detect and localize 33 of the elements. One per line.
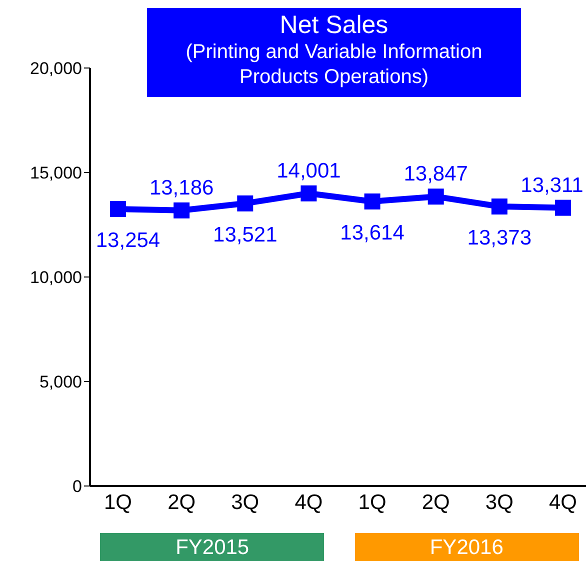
point xyxy=(428,188,444,205)
text: FY2015 xyxy=(100,533,324,561)
x-tick-label: 2Q xyxy=(422,490,450,514)
x-tick-label: 4Q xyxy=(294,490,323,514)
data-label: 13,847 xyxy=(404,162,468,186)
y-tick-label: 0 xyxy=(72,477,82,496)
data-label: 14,001 xyxy=(276,159,341,182)
data-label: 13,373 xyxy=(467,226,532,250)
text: FY2016 xyxy=(354,533,579,561)
x-tick-label: 3Q xyxy=(231,490,260,514)
point xyxy=(491,198,508,215)
data-label: 13,521 xyxy=(213,223,278,246)
x-tick-label: 4Q xyxy=(548,490,578,514)
y-tick-label: 15,000 xyxy=(30,164,82,183)
point xyxy=(174,202,190,218)
y-tick-label: 5,000 xyxy=(39,372,82,392)
data-label: 13,254 xyxy=(96,228,160,252)
point xyxy=(555,200,571,216)
chart-title: Net Sales xyxy=(278,10,390,40)
x-tick-label: 3Q xyxy=(485,490,514,514)
chart-subtitle: (Printing and Variable Information Products Operations) xyxy=(184,40,484,90)
data-label: 13,311 xyxy=(520,174,584,197)
point xyxy=(300,185,317,202)
y-tick-label: 10,000 xyxy=(30,268,82,288)
point xyxy=(237,195,254,212)
y-tick-label: 20,000 xyxy=(30,59,82,78)
data-label: 13,614 xyxy=(340,221,405,244)
x-tick-label: 1Q xyxy=(358,490,386,514)
x-tick-label: 1Q xyxy=(104,490,132,514)
point xyxy=(110,200,126,217)
data-label: 13,186 xyxy=(149,176,214,200)
x-tick-label: 2Q xyxy=(168,490,196,514)
point xyxy=(364,193,380,210)
